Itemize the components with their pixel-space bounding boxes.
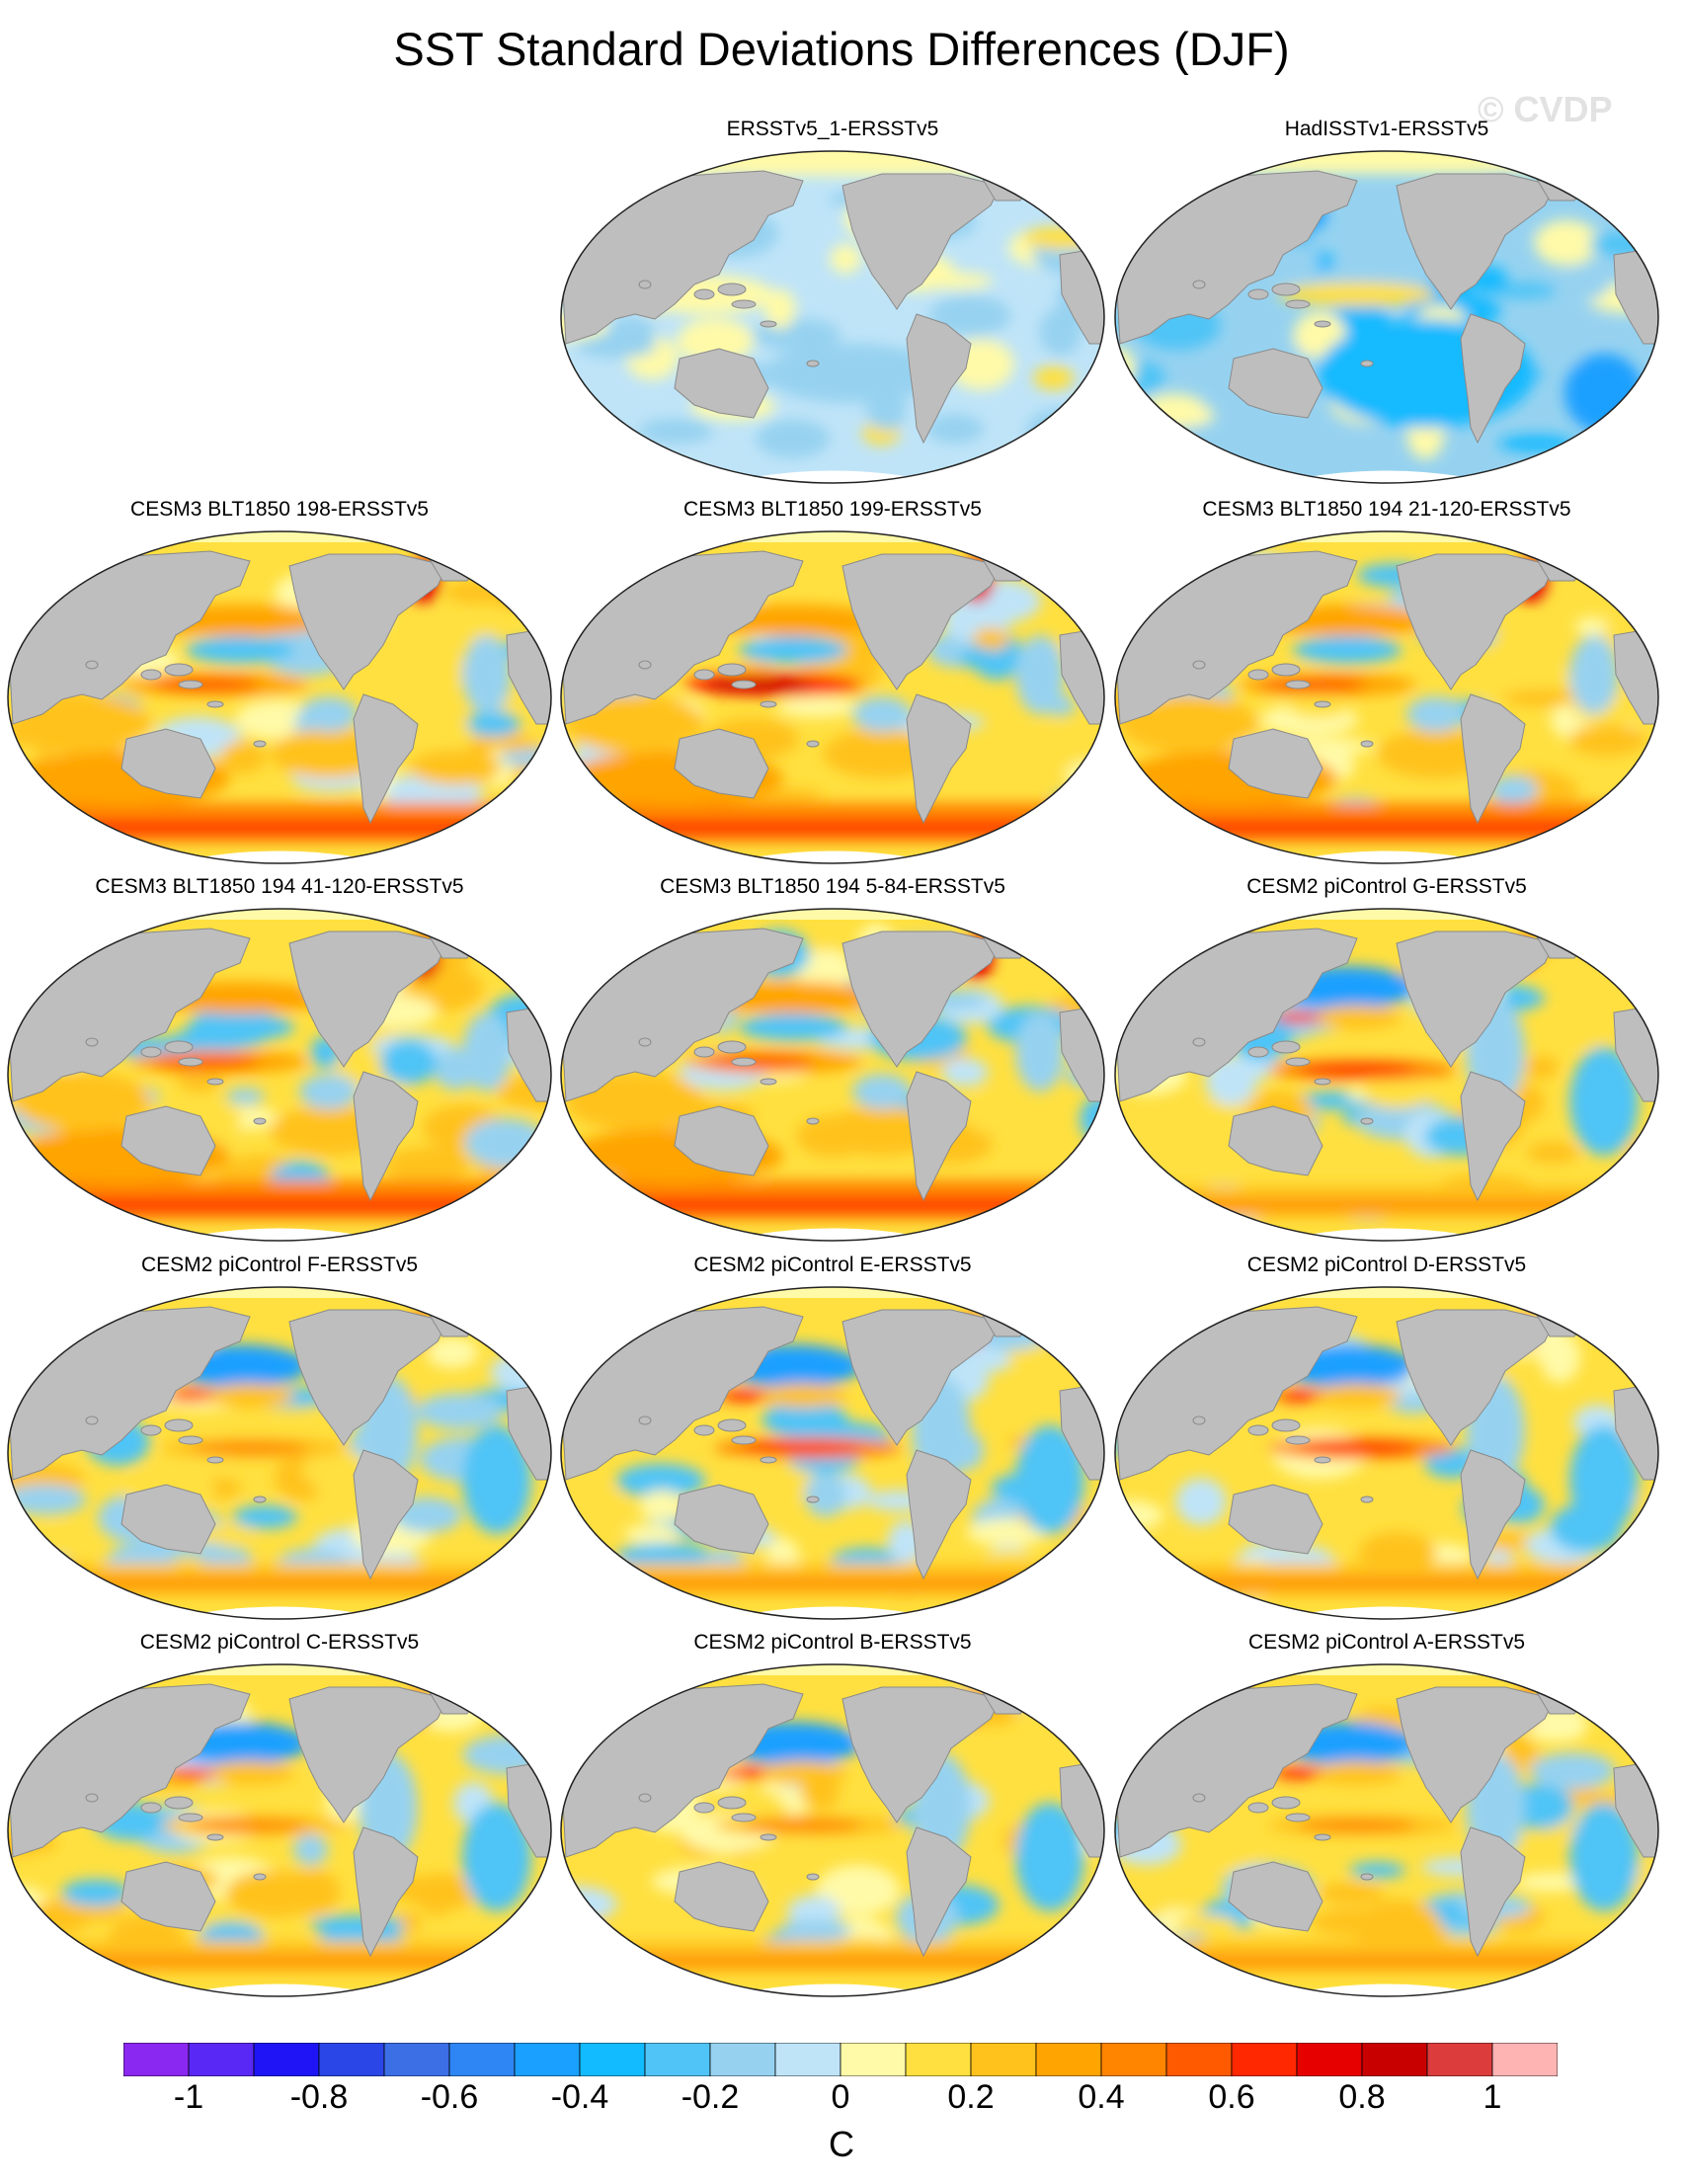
sst-difference-map <box>7 530 552 864</box>
sst-difference-map <box>7 1286 552 1620</box>
sst-difference-map <box>1114 908 1659 1242</box>
panel-title: CESM3 BLT1850 199-ERSSTv5 <box>683 498 982 521</box>
colorbar-units: C <box>829 2124 854 2164</box>
watermark: © CVDP <box>1478 89 1613 129</box>
panel-title: CESM2 piControl E-ERSSTv5 <box>693 1254 972 1276</box>
map-panel: CESM2 piControl E-ERSSTv5 <box>556 1253 1109 1628</box>
colorbar-tick-label: 0.2 <box>947 2078 995 2116</box>
panel-title: CESM3 BLT1850 198-ERSSTv5 <box>130 498 429 521</box>
colorbar-swatch <box>188 2043 255 2076</box>
colorbar-swatch <box>970 2043 1037 2076</box>
colorbar-tick-label: 0.6 <box>1208 2078 1255 2116</box>
panel-title: HadISSTv1-ERSSTv5 <box>1284 118 1489 140</box>
colorbar-tick-label: -1 <box>173 2078 204 2116</box>
colorbar-tick-label: 1 <box>1483 2078 1502 2116</box>
colorbar-swatch <box>1296 2043 1363 2076</box>
map-panel: CESM2 piControl B-ERSSTv5 <box>556 1630 1109 2005</box>
map-panel: CESM2 piControl D-ERSSTv5 <box>1110 1253 1663 1628</box>
colorbar-swatch <box>253 2043 320 2076</box>
colorbar-swatch <box>840 2043 907 2076</box>
panel-title: CESM2 piControl D-ERSSTv5 <box>1246 1254 1527 1276</box>
sst-difference-map <box>560 908 1105 1242</box>
colorbar-swatch <box>644 2043 711 2076</box>
map-panel: CESM3 BLT1850 199-ERSSTv5 <box>556 497 1109 872</box>
panel-title: CESM2 piControl G-ERSSTv5 <box>1246 875 1527 898</box>
sst-difference-map <box>1114 530 1659 864</box>
panel-title: CESM3 BLT1850 194 21-120-ERSSTv5 <box>1202 498 1571 521</box>
panel-title: CESM2 piControl B-ERSSTv5 <box>693 1631 972 1654</box>
map-panel: CESM3 BLT1850 198-ERSSTv5 <box>3 497 556 872</box>
colorbar-tick-label: -0.8 <box>289 2078 349 2116</box>
colorbar-swatch <box>123 2043 190 2076</box>
sst-difference-map <box>7 908 552 1242</box>
panel-title: ERSSTv5_1-ERSSTv5 <box>726 118 939 140</box>
colorbar-swatch <box>1491 2043 1558 2076</box>
colorbar-swatch <box>1231 2043 1298 2076</box>
colorbar-swatch <box>774 2043 842 2076</box>
colorbar-swatch <box>579 2043 646 2076</box>
panel-title: CESM3 BLT1850 194 5-84-ERSSTv5 <box>660 875 1005 898</box>
colorbar-swatch <box>1165 2043 1233 2076</box>
map-panel: CESM2 piControl F-ERSSTv5 <box>3 1253 556 1628</box>
colorbar-tick-label: -0.4 <box>550 2078 609 2116</box>
colorbar-swatch <box>905 2043 972 2076</box>
colorbar-tick-label: 0 <box>831 2078 850 2116</box>
colorbar-swatch <box>318 2043 385 2076</box>
sst-difference-map <box>560 150 1105 484</box>
panel-title: CESM3 BLT1850 194 41-120-ERSSTv5 <box>95 875 464 898</box>
colorbar-tick-label: 0.8 <box>1338 2078 1386 2116</box>
map-panel: CESM2 piControl G-ERSSTv5 <box>1110 874 1663 1250</box>
map-panel: CESM3 BLT1850 194 5-84-ERSSTv5 <box>556 874 1109 1250</box>
map-panel: CESM3 BLT1850 194 21-120-ERSSTv5 <box>1110 497 1663 872</box>
sst-difference-map <box>1114 150 1659 484</box>
sst-difference-map <box>1114 1286 1659 1620</box>
colorbar-swatch <box>448 2043 516 2076</box>
colorbar <box>123 2043 1558 2076</box>
map-panel: HadISSTv1-ERSSTv5 <box>1110 117 1663 492</box>
colorbar-swatch <box>709 2043 776 2076</box>
colorbar-swatch <box>514 2043 581 2076</box>
colorbar-tick-label: 0.4 <box>1078 2078 1125 2116</box>
sst-difference-map <box>560 530 1105 864</box>
colorbar-swatch <box>1361 2043 1428 2076</box>
colorbar-swatch <box>1100 2043 1167 2076</box>
colorbar-tick-labels: -1 -0.8 -0.6 -0.4 -0.2 0 0.2 0.4 0.6 0.8 1 <box>0 2078 1683 2128</box>
map-panel: CESM3 BLT1850 194 41-120-ERSSTv5 <box>3 874 556 1250</box>
colorbar-swatch <box>1035 2043 1102 2076</box>
figure-title: SST Standard Deviations Differences (DJF… <box>393 23 1290 75</box>
sst-difference-map <box>7 1663 552 1997</box>
panel-title: CESM2 piControl C-ERSSTv5 <box>139 1631 420 1654</box>
sst-difference-map <box>560 1286 1105 1620</box>
map-panel: CESM2 piControl A-ERSSTv5 <box>1110 1630 1663 2005</box>
panel-title: CESM2 piControl A-ERSSTv5 <box>1247 1631 1526 1654</box>
map-panel: ERSSTv5_1-ERSSTv5 <box>556 117 1109 492</box>
colorbar-tick-label: -0.6 <box>420 2078 479 2116</box>
panel-title: CESM2 piControl F-ERSSTv5 <box>140 1254 419 1276</box>
sst-difference-map <box>1114 1663 1659 1997</box>
sst-difference-map <box>560 1663 1105 1997</box>
map-panel: CESM2 piControl C-ERSSTv5 <box>3 1630 556 2005</box>
colorbar-swatch <box>1426 2043 1493 2076</box>
colorbar-tick-label: -0.2 <box>681 2078 740 2116</box>
colorbar-swatch <box>383 2043 450 2076</box>
